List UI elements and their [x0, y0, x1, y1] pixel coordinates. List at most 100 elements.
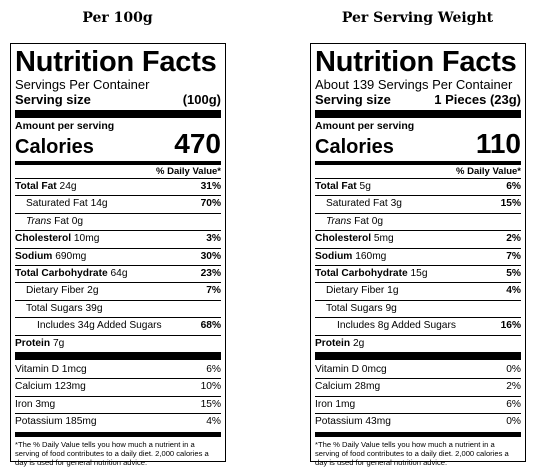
nutrient-label: Protein	[315, 337, 351, 349]
nutrient-dv: 7%	[206, 285, 221, 297]
vitamin-dv: 0%	[506, 364, 521, 376]
nutrient-amount: 64g	[110, 268, 128, 280]
nutrient-label: Cholesterol	[315, 233, 372, 245]
nutrient-amount: 0g	[71, 215, 84, 227]
nutrient-amount: 15g	[410, 268, 428, 280]
nutrient-dv: 3%	[206, 233, 221, 245]
nutrient-label-suffix: Fat	[54, 215, 69, 227]
nutrient-amount: 5mg	[373, 233, 394, 245]
servings-per-container: About 139 Servings Per Container	[315, 77, 513, 92]
nutrient-amount: 9g	[385, 302, 397, 314]
serving-size-row: Serving size (100g)	[15, 92, 221, 107]
calories-label: Calories	[15, 136, 94, 158]
column-heading-per-serving: Per Serving Weight	[341, 10, 494, 26]
vitamin-label: Calcium 123mg	[15, 381, 86, 393]
saturated-fat-row: Saturated Fat 3g 15%	[315, 196, 521, 214]
sodium-row: Sodium 160mg 7%	[315, 249, 521, 267]
vitamin-label: Potassium 185mg	[15, 416, 97, 428]
vitamin-dv: 0%	[506, 416, 521, 428]
medium-divider	[315, 431, 521, 437]
nutrient-amount: 10mg	[73, 233, 100, 245]
thick-divider	[315, 110, 521, 118]
serving-size-row: Serving size 1 Pieces (23g)	[315, 92, 521, 107]
nutrient-label: Sodium	[315, 250, 353, 262]
vitamin-label: Vitamin D 1mcg	[15, 364, 87, 376]
nutrient-label: Includes 8g Added Sugars	[337, 320, 456, 332]
daily-value-footnote: *The % Daily Value tells you how much a …	[315, 439, 509, 467]
nutrient-dv: 7%	[506, 250, 521, 262]
calories-row: Calories 470	[15, 130, 221, 159]
nutrient-label: Total Carbohydrate	[315, 268, 408, 280]
vitamin-label: Vitamin D 0mcg	[315, 364, 387, 376]
dietary-fiber-row: Dietary Fiber 1g 4%	[315, 283, 521, 301]
medium-divider	[15, 431, 221, 437]
nutrient-dv: 31%	[200, 181, 221, 192]
vitamin-label: Iron 3mg	[15, 398, 56, 410]
vitamin-dv: 4%	[206, 416, 221, 428]
potassium-row: Potassium 185mg 4%	[15, 414, 221, 430]
nutrient-label: Total Fat	[15, 181, 57, 192]
nutrition-label-per-100g: Nutrition Facts Servings Per Container S…	[10, 43, 226, 467]
total-fat-row: Total Fat 5g 6%	[315, 179, 521, 197]
nutrient-amount: 2g	[87, 285, 99, 297]
nutrient-label: Saturated Fat	[326, 198, 388, 210]
vitamin-dv: 2%	[506, 381, 521, 393]
amount-per-serving: Amount per serving	[315, 120, 415, 132]
cholesterol-row: Cholesterol 5mg 2%	[315, 231, 521, 249]
total-carbohydrate-row: Total Carbohydrate 15g 5%	[315, 266, 521, 284]
amount-per-serving: Amount per serving	[15, 120, 115, 132]
servings-per-container: Servings Per Container	[15, 77, 150, 92]
nutrient-label: Trans	[26, 215, 52, 227]
nutrition-facts-title: Nutrition Facts	[315, 46, 517, 78]
serving-size-label: Serving size	[15, 92, 91, 107]
added-sugars-row: Includes 34g Added Sugars 68%	[15, 318, 221, 336]
nutrient-amount: 5g	[359, 181, 371, 192]
vitamin-d-row: Vitamin D 1mcg 6%	[15, 362, 221, 380]
nutrient-amount: 7g	[52, 337, 65, 349]
nutrient-dv: 30%	[200, 250, 221, 262]
vitamin-dv: 6%	[506, 398, 521, 410]
daily-value-header: % Daily Value*	[315, 165, 521, 179]
vitamin-dv: 15%	[200, 398, 221, 410]
total-sugars-row: Total Sugars 39g	[15, 301, 221, 319]
nutrient-label: Includes 34g Added Sugars	[37, 320, 162, 332]
serving-size-label: Serving size	[315, 92, 391, 107]
saturated-fat-row: Saturated Fat 14g 70%	[15, 196, 221, 214]
protein-row: Protein 2g	[315, 336, 521, 352]
nutrient-dv: 5%	[506, 268, 521, 280]
calcium-row: Calcium 28mg 2%	[315, 379, 521, 397]
nutrient-label: Trans	[326, 215, 352, 227]
nutrient-amount: 3g	[390, 198, 402, 210]
nutrient-dv: 68%	[200, 320, 221, 332]
daily-value-header: % Daily Value*	[15, 165, 221, 179]
potassium-row: Potassium 43mg 0%	[315, 414, 521, 430]
thick-divider	[315, 352, 521, 361]
protein-row: Protein 7g	[15, 336, 221, 352]
nutrient-label: Dietary Fiber	[26, 285, 85, 297]
nutrient-label: Saturated Fat	[26, 198, 88, 210]
total-fat-row: Total Fat 24g 31%	[15, 179, 221, 197]
column-heading-per-100g: Per 100g	[82, 10, 153, 26]
thick-divider	[15, 352, 221, 361]
nutrient-dv: 16%	[500, 320, 521, 332]
nutrient-amount: 160mg	[355, 250, 387, 262]
nutrient-dv: 15%	[500, 198, 521, 210]
trans-fat-row: Trans Fat 0g	[315, 214, 521, 232]
nutrient-label: Total Sugars	[326, 302, 383, 314]
medium-divider	[15, 161, 221, 165]
nutrient-amount: 24g	[59, 181, 77, 192]
added-sugars-row: Includes 8g Added Sugars 16%	[315, 318, 521, 336]
vitamin-dv: 6%	[206, 364, 221, 376]
daily-value-footnote: *The % Daily Value tells you how much a …	[15, 439, 209, 467]
nutrient-label: Dietary Fiber	[326, 285, 385, 297]
calories-row: Calories 110	[315, 130, 521, 159]
nutrient-amount: 2g	[352, 337, 365, 349]
vitamin-label: Iron 1mg	[315, 398, 356, 410]
nutrition-facts-title: Nutrition Facts	[15, 46, 217, 78]
trans-fat-row: Trans Fat 0g	[15, 214, 221, 232]
serving-size-value: 1 Pieces (23g)	[434, 92, 521, 107]
nutrient-label: Cholesterol	[15, 233, 72, 245]
nutrient-label: Total Carbohydrate	[15, 268, 108, 280]
nutrient-label: Protein	[15, 337, 51, 349]
total-sugars-row: Total Sugars 9g	[315, 301, 521, 319]
